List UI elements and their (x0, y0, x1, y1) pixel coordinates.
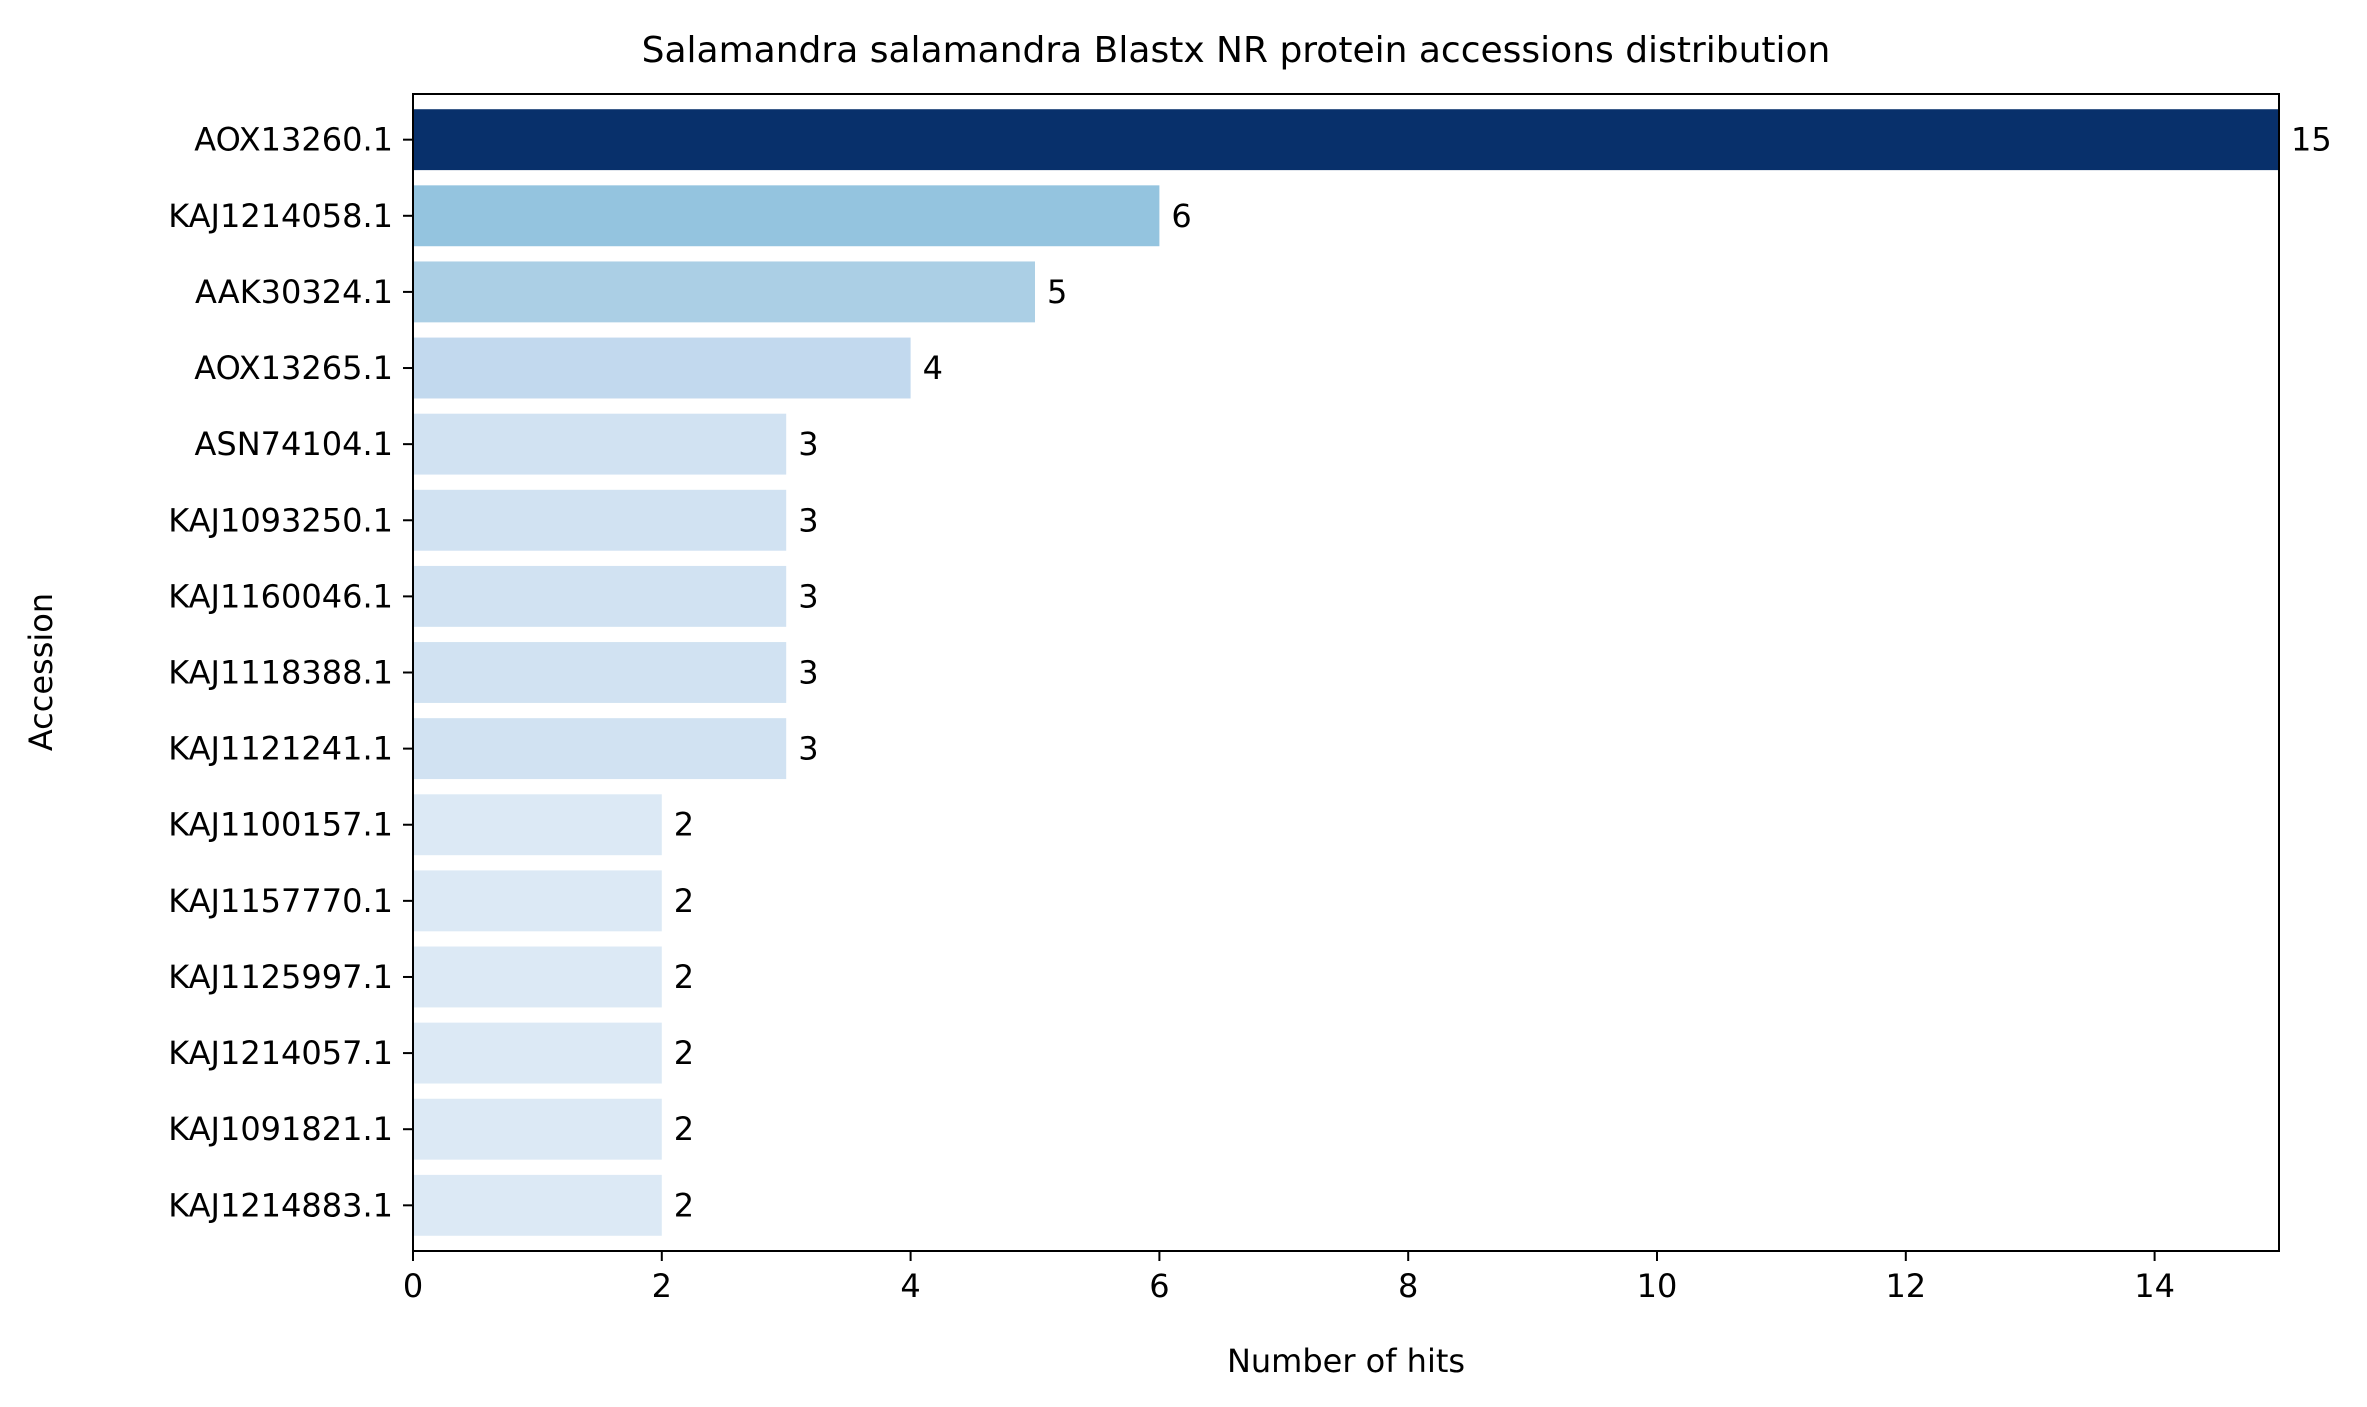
bar (413, 565, 787, 627)
y-tick-label: AAK30324.1 (195, 273, 393, 311)
y-axis-label: Accession (22, 593, 60, 751)
bar-value-label: 2 (674, 882, 694, 920)
bar-value-label: 2 (674, 1034, 694, 1072)
y-tick-label: KAJ1125997.1 (168, 958, 393, 996)
bar-value-label: 4 (923, 349, 943, 387)
bar (413, 870, 662, 932)
bar (413, 185, 1160, 247)
bar (413, 337, 911, 399)
bar-value-label: 5 (1047, 273, 1067, 311)
x-tick-label: 2 (652, 1267, 672, 1305)
bar (413, 1022, 662, 1084)
y-tick-label: KAJ1157770.1 (168, 882, 393, 920)
bar-value-label: 2 (674, 958, 694, 996)
bar (413, 718, 787, 780)
plot-area-frame (412, 93, 2280, 1252)
bar (413, 946, 662, 1008)
bar-value-label: 3 (798, 730, 818, 768)
x-tick-label: 10 (1637, 1267, 1678, 1305)
bar-value-label: 2 (674, 1186, 694, 1224)
x-tick-label: 8 (1398, 1267, 1418, 1305)
y-tick-label: AOX13265.1 (194, 349, 393, 387)
bar-value-label: 2 (674, 1110, 694, 1148)
y-tick-label: KAJ1160046.1 (168, 577, 393, 615)
x-tick-label: 4 (900, 1267, 920, 1305)
bar-value-label: 3 (798, 501, 818, 539)
bar-value-label: 15 (2291, 121, 2332, 159)
y-tick-label: KAJ1093250.1 (168, 501, 393, 539)
x-tick-label: 12 (1885, 1267, 1926, 1305)
bar (413, 261, 1035, 323)
bar (413, 413, 787, 475)
y-tick-label: KAJ1214058.1 (168, 197, 393, 235)
y-tick-label: ASN74104.1 (195, 425, 393, 463)
x-axis-label: Number of hits (1227, 1342, 1465, 1380)
bar-value-label: 3 (798, 425, 818, 463)
data-labels-group: 15 6 5 4 3 3 3 3 3 2 2 2 2 2 2 (674, 121, 2332, 1225)
y-tick-label: KAJ1121241.1 (168, 730, 393, 768)
y-tick-label: KAJ1100157.1 (168, 806, 393, 844)
bar (413, 642, 787, 703)
bars-group (413, 109, 2279, 1236)
y-tick-label: KAJ1091821.1 (168, 1110, 393, 1148)
bar-value-label: 6 (1171, 197, 1191, 235)
bar (413, 1174, 662, 1236)
y-tick-label: AOX13260.1 (194, 121, 393, 159)
y-axis-ticks: AOX13260.1 KAJ1214058.1 AAK30324.1 AOX13265… (168, 121, 413, 1224)
bar (413, 1098, 662, 1160)
x-axis-ticks: 0 2 4 6 8 10 12 14 (403, 1251, 2175, 1305)
bar-value-label: 2 (674, 806, 694, 844)
x-tick-label: 6 (1149, 1267, 1169, 1305)
y-tick-label: KAJ1214057.1 (168, 1034, 393, 1072)
x-tick-label: 0 (403, 1267, 423, 1305)
x-tick-label: 14 (2134, 1267, 2175, 1305)
bar-value-label: 3 (798, 654, 818, 692)
chart-title: Salamandra salamandra Blastx NR protein … (642, 30, 1831, 71)
bar (413, 489, 787, 551)
bar-value-label: 3 (798, 577, 818, 615)
bar (413, 109, 2279, 171)
bar (413, 794, 662, 856)
y-tick-label: KAJ1118388.1 (168, 654, 393, 692)
y-tick-label: KAJ1214883.1 (168, 1186, 393, 1224)
